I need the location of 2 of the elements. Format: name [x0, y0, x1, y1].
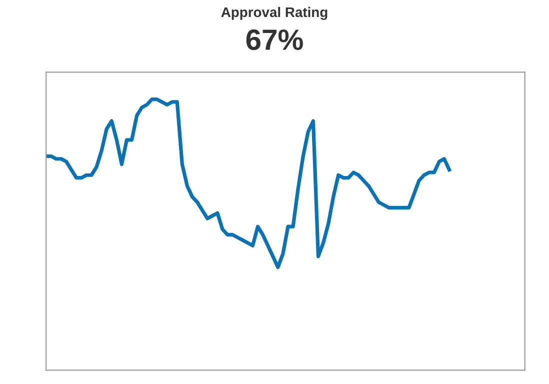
chart-subtitle: 67%	[246, 29, 303, 50]
chart-title: Approval Rating	[221, 6, 328, 20]
